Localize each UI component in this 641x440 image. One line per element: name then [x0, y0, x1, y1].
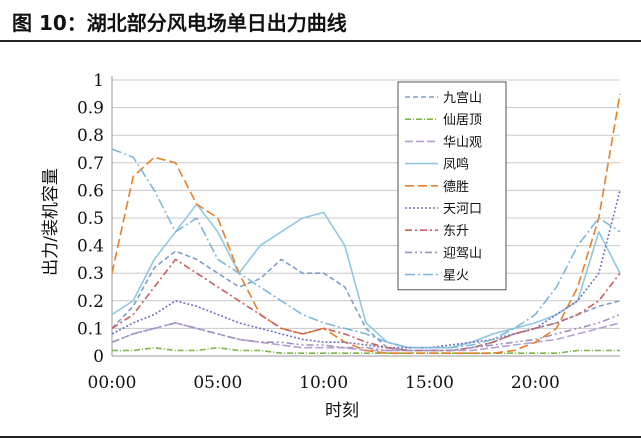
series-line-东升: [111, 258, 621, 352]
y-tick-label: 0.4: [77, 237, 104, 257]
y-tick-label: 1: [93, 71, 104, 91]
x-tick-label: 20:00: [511, 373, 560, 393]
y-tick-label: 0.5: [77, 209, 104, 229]
axes: [111, 76, 620, 357]
series-lines: [111, 93, 621, 355]
y-tick-label: 0.8: [77, 126, 104, 146]
x-tick-label: 00:00: [88, 373, 137, 393]
series-line-星火: [111, 148, 621, 349]
legend-entry: 仙居顶: [443, 113, 482, 128]
title-rule: [0, 40, 641, 42]
legend-entry: 华山观: [443, 135, 482, 150]
y-axis-label: 出力/装机容量: [41, 168, 61, 276]
y-tick-label: 0.3: [77, 264, 104, 284]
legend-entry: 九宫山: [443, 91, 482, 106]
x-tick-label: 10:00: [299, 373, 348, 393]
legend-entry: 迎驾山: [443, 246, 482, 261]
bottom-rule: [0, 436, 641, 438]
y-tick-label: 0.9: [77, 99, 104, 119]
x-tick-label: 05:00: [193, 373, 242, 393]
legend-entry: 凤鸣: [443, 157, 469, 173]
figure-title: 图 10：湖北部分风电场单日出力曲线: [12, 11, 347, 35]
legend-entry: 天河口: [443, 202, 482, 217]
grid-lines: [112, 79, 620, 329]
y-tick-labels: 0 0.1 0.2 0.3 0.4 0.5 0.6 0.7 0.8 0.9 1: [77, 71, 104, 367]
legend-entry: 德胜: [443, 180, 469, 195]
y-tick-label: 0: [93, 347, 104, 367]
legend-entry: 星火: [443, 269, 469, 284]
y-tick-label: 0.2: [77, 292, 104, 312]
legend-entry: 东升: [443, 224, 469, 239]
y-tick-label: 0.7: [77, 154, 104, 174]
x-tick-label: 15:00: [405, 373, 454, 393]
y-tick-label: 0.1: [77, 319, 104, 339]
legend-box: [397, 81, 507, 291]
x-axis-label: 时刻: [325, 401, 359, 421]
y-tick-label: 0.6: [77, 181, 104, 201]
x-tick-labels: 00:00 05:00 10:00 15:00 20:00: [88, 373, 560, 393]
series-line-德胜: [111, 93, 621, 355]
series-line-仙居顶: [112, 346, 620, 355]
